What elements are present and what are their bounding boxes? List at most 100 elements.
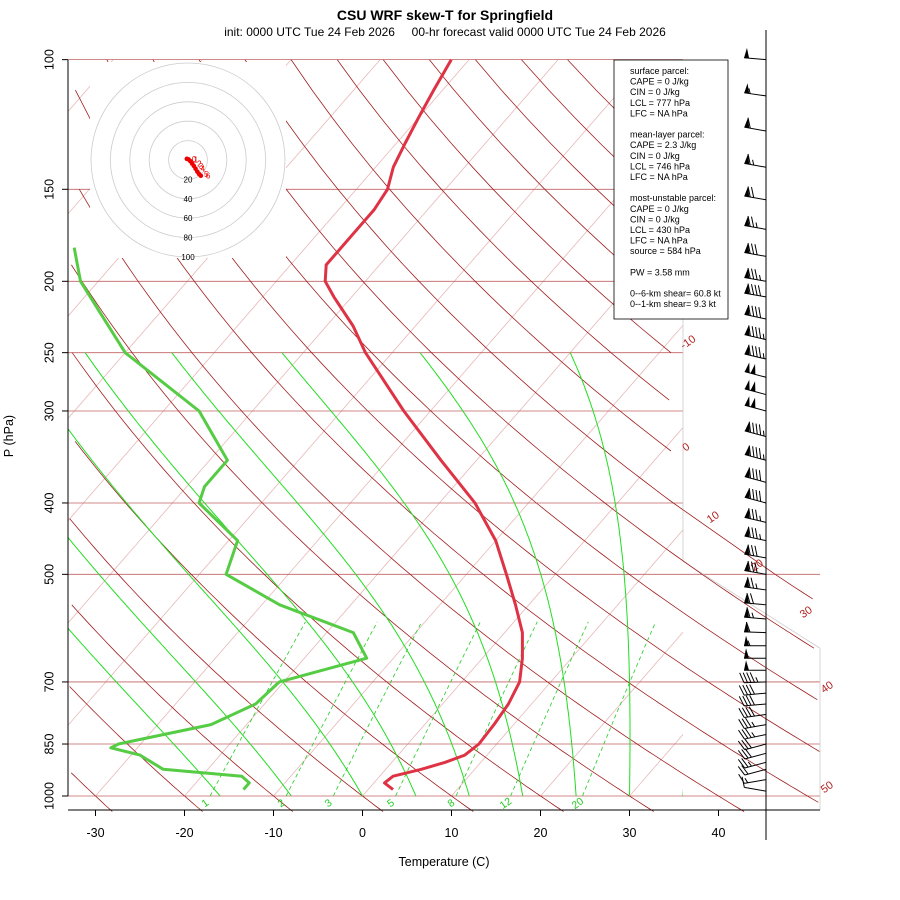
wind-barb bbox=[744, 648, 766, 659]
wind-barb-flag bbox=[744, 267, 750, 279]
wind-barb-half bbox=[755, 677, 759, 683]
wind-barb bbox=[744, 379, 767, 396]
wind-barb-full bbox=[748, 706, 756, 717]
wind-barb-staff bbox=[744, 195, 767, 201]
wind-barb-flag bbox=[744, 648, 749, 659]
wind-barb-full bbox=[748, 526, 751, 538]
wind-barb-staff bbox=[744, 553, 767, 559]
wind-barb-full bbox=[752, 468, 755, 480]
isotherm-line bbox=[794, 60, 900, 812]
wind-barb-full bbox=[754, 528, 758, 539]
wind-barb-flag bbox=[744, 488, 750, 499]
wind-barb bbox=[738, 706, 767, 719]
mixing-ratio-line bbox=[285, 621, 378, 797]
hodograph-ring-label: 80 bbox=[184, 234, 193, 243]
wind-barb-full bbox=[751, 345, 755, 357]
wind-barb bbox=[738, 684, 767, 696]
wind-barb-staff bbox=[744, 733, 767, 740]
wind-barb-half bbox=[747, 640, 751, 646]
wind-barb-staff bbox=[744, 388, 767, 396]
wind-barb-full bbox=[746, 607, 751, 618]
wind-barb-full bbox=[749, 695, 755, 706]
stats-line: CAPE = 0 J/kg bbox=[630, 204, 689, 214]
wind-barb-full bbox=[750, 268, 755, 280]
stats-line: 0--1-km shear= 9.3 kt bbox=[630, 299, 716, 309]
moist-adiabat-line bbox=[171, 352, 470, 796]
wind-barb bbox=[744, 607, 767, 620]
wind-barb bbox=[744, 560, 767, 575]
wind-barb-full bbox=[754, 306, 758, 318]
wind-barb-full bbox=[738, 729, 745, 740]
stats-line: LCL = 430 hPa bbox=[630, 225, 690, 235]
wind-barb-full bbox=[755, 447, 758, 458]
isotherm-line bbox=[272, 324, 683, 796]
wind-barb-flag bbox=[744, 153, 750, 165]
moist-adiabat-line bbox=[68, 627, 221, 796]
stats-line: surface parcel: bbox=[630, 66, 689, 76]
wind-barb-full bbox=[750, 577, 755, 589]
dry-adiabat-line bbox=[71, 604, 294, 812]
dry-adiabat-line bbox=[244, 59, 813, 600]
wind-barb-full bbox=[754, 244, 758, 255]
wind-barb-full bbox=[741, 758, 749, 768]
wind-barb-flag bbox=[744, 544, 750, 555]
wind-barb-full bbox=[755, 423, 758, 435]
wind-barb bbox=[744, 592, 767, 606]
wind-barb-staff bbox=[744, 703, 767, 707]
y-tick-label: 850 bbox=[42, 734, 56, 755]
hodograph-height-label: 4 bbox=[201, 165, 206, 174]
wind-barb-flag bbox=[744, 243, 750, 254]
hodograph-ring-label: 20 bbox=[184, 175, 193, 184]
hodograph-ring-label: 40 bbox=[184, 195, 193, 204]
wind-barb-full bbox=[747, 544, 751, 556]
wind-barb-full bbox=[745, 706, 752, 717]
wind-barb bbox=[737, 738, 767, 751]
wind-barb-flag bbox=[744, 660, 749, 671]
wind-barb bbox=[744, 577, 767, 591]
isotherm-line bbox=[361, 426, 683, 796]
moist-adiabat-line bbox=[419, 352, 577, 796]
wind-barb-full bbox=[738, 696, 745, 707]
hodograph-ring bbox=[168, 140, 208, 180]
wind-barb-staff bbox=[744, 724, 767, 729]
y-tick-label: 500 bbox=[42, 564, 56, 585]
moist-adiabat-line bbox=[569, 352, 631, 796]
temperature-profile bbox=[323, 58, 524, 791]
wind-barb-flag bbox=[744, 283, 750, 294]
wind-barb bbox=[741, 776, 767, 792]
stats-line: PW = 3.58 mm bbox=[630, 267, 690, 277]
isotherm-line bbox=[539, 631, 683, 796]
frame-line bbox=[682, 560, 821, 649]
mixing-ratio-line bbox=[332, 621, 423, 797]
hodograph-ring bbox=[148, 120, 228, 200]
wind-barb-full bbox=[738, 707, 745, 718]
wind-barb-full bbox=[746, 672, 752, 683]
wind-barb-full bbox=[741, 729, 749, 739]
isotherm-line bbox=[450, 529, 683, 796]
wind-barb-flag bbox=[744, 83, 750, 94]
wind-barb-full bbox=[748, 421, 752, 433]
isotherm-label: 40 bbox=[819, 679, 836, 696]
wind-barb-staff bbox=[743, 631, 767, 634]
wind-barb-full bbox=[750, 561, 755, 573]
wind-barb-staff bbox=[744, 353, 767, 360]
wind-barb-full bbox=[751, 527, 755, 539]
wind-barb-flag bbox=[744, 561, 750, 572]
wind-barb-staff bbox=[744, 334, 767, 341]
wind-barb bbox=[744, 267, 767, 282]
wind-barb-staff bbox=[744, 535, 767, 542]
wind-barb-staff bbox=[744, 276, 767, 282]
wind-barb bbox=[738, 695, 767, 707]
wind-barb bbox=[744, 660, 766, 671]
wind-barb-flag bbox=[744, 117, 750, 129]
dry-adiabat-line bbox=[69, 518, 384, 812]
wind-barb bbox=[744, 526, 767, 542]
mixing-ratio-label: 20 bbox=[570, 795, 587, 812]
wind-barb-full bbox=[752, 446, 755, 458]
wind-barb bbox=[744, 283, 767, 298]
wind-barb bbox=[744, 117, 767, 132]
wind-barb bbox=[744, 445, 767, 461]
dewpoint-profile bbox=[72, 247, 369, 791]
wind-barb-half bbox=[762, 454, 765, 460]
isotherm-label: 30 bbox=[798, 604, 815, 621]
